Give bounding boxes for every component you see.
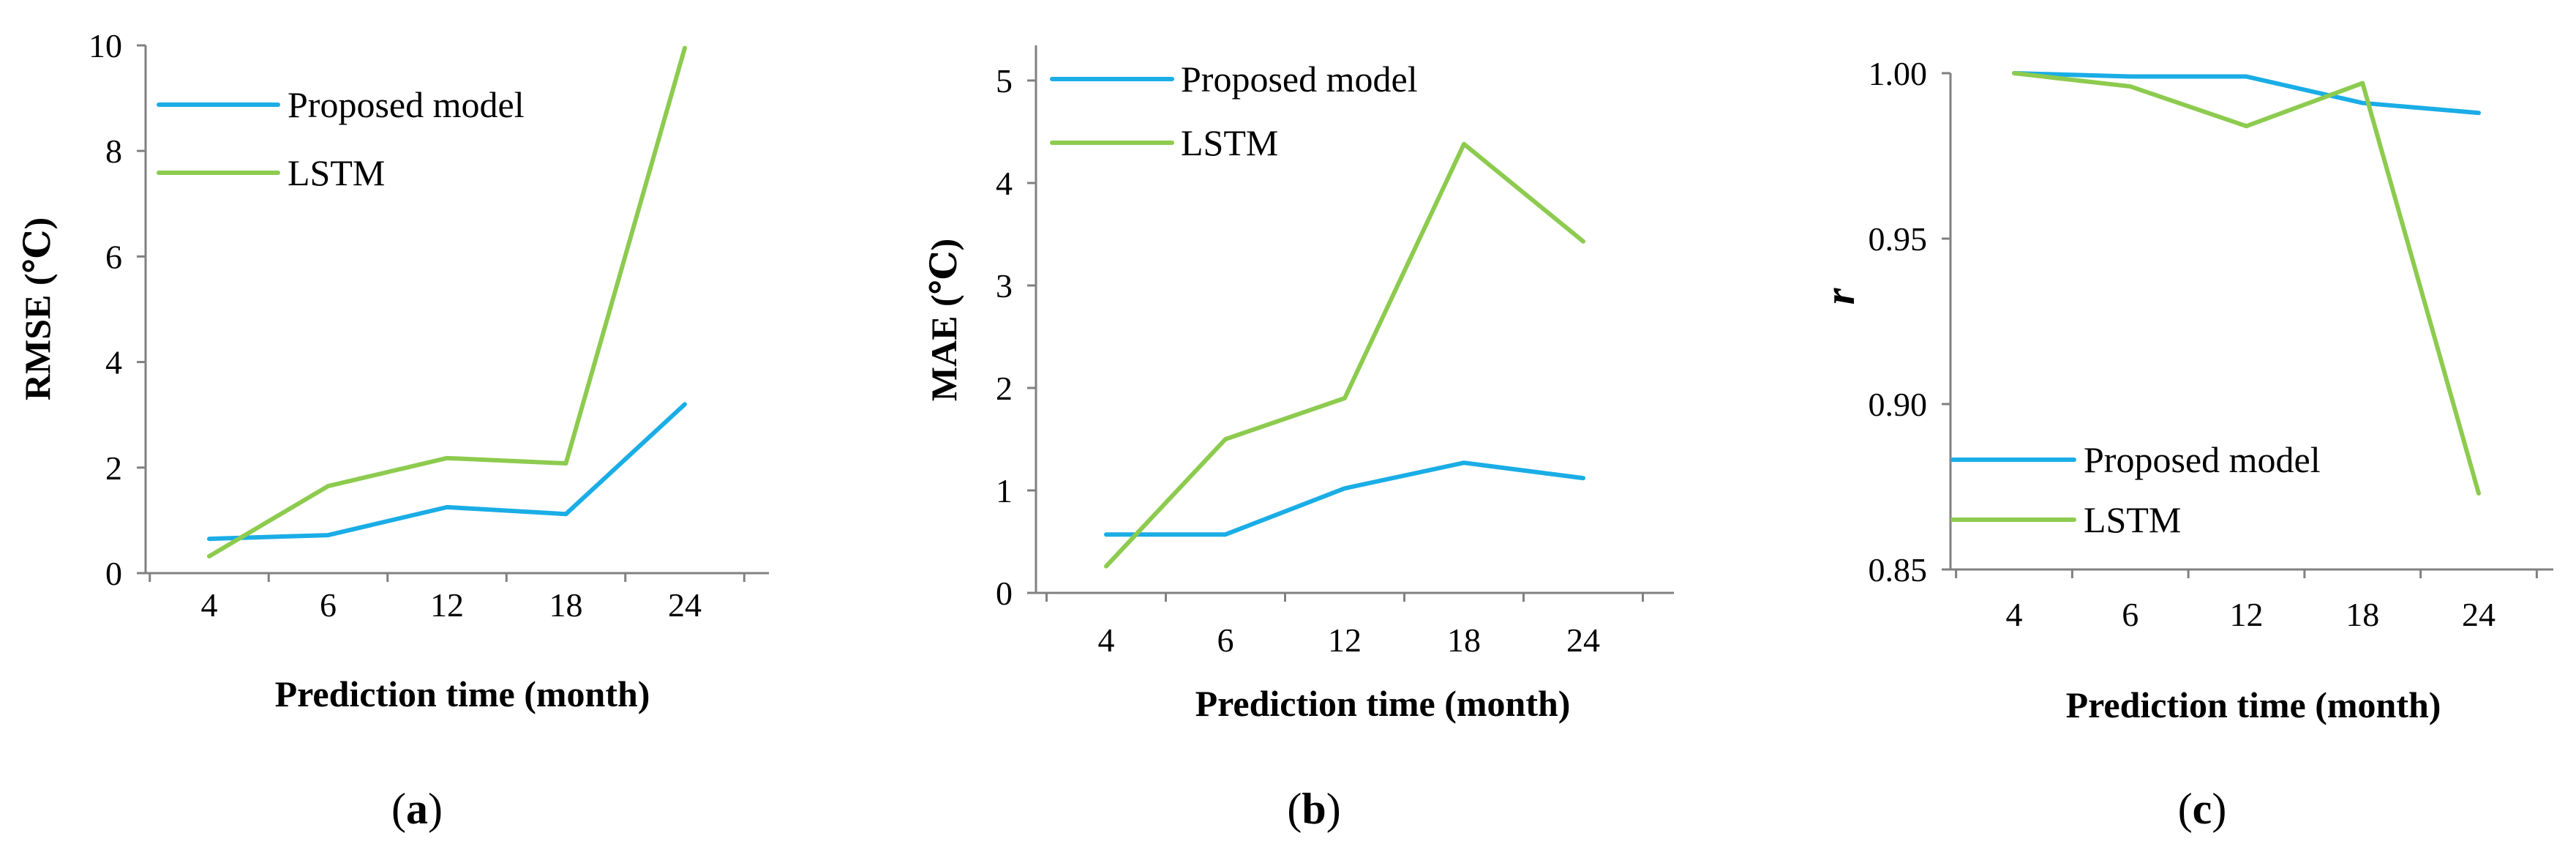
panel-c-xtick-label: 6 (2122, 596, 2138, 633)
panel-a-series (207, 45, 687, 558)
panel-a-series-proposed-line (207, 402, 687, 542)
panel-b-xtick-labels: 4 6 12 18 24 (1098, 621, 1601, 659)
panel-c-label: (c) (2178, 785, 2227, 833)
panel-b-ytick-labels: 0 1 2 3 4 5 (996, 62, 1013, 612)
panel-c-ytick-labels: 0.85 0.90 0.95 1.00 (1869, 55, 1928, 589)
panel-b-xtick-label: 18 (1447, 621, 1481, 659)
panel-b-y-axis-title: MAE (℃) (923, 239, 964, 401)
panel-c-ytick-marks (1942, 72, 1950, 571)
panel-c-xtick-label: 4 (2006, 596, 2023, 633)
panel-c-y-axis-title: r (1816, 288, 1863, 305)
panel-b-ytick-label: 2 (996, 370, 1013, 407)
panel-c-xtick-label: 18 (2346, 596, 2379, 633)
panel-a-series-lstm-line (207, 45, 687, 558)
panel-c-series-lstm-line (2012, 71, 2481, 496)
panel-a-label: (a) (391, 785, 443, 833)
panel-c-legend-label-lstm: LSTM (2084, 499, 2181, 540)
panel-c-x-axis-title: Prediction time (month) (2066, 684, 2441, 725)
panel-c-ytick-label: 0.85 (1869, 551, 1928, 589)
panel-a-xtick-marks (149, 573, 746, 582)
panel-c-ytick-label: 0.95 (1869, 220, 1928, 258)
panel-a-x-axis-title: Prediction time (month) (275, 673, 650, 714)
panel-a-ytick-label: 0 (105, 555, 122, 592)
panel-c: 0.85 0.90 0.95 1.00 4 6 12 18 24 Proposed model… (1816, 55, 2553, 833)
panel-b-label: (b) (1287, 785, 1340, 833)
panel-a-xtick-labels: 4 6 12 18 24 (201, 586, 702, 624)
panel-b-ytick-label: 5 (996, 62, 1013, 100)
panel-c-legend-label-proposed: Proposed model (2084, 439, 2321, 480)
panel-b-legend: Proposed model LSTM (1050, 59, 1418, 163)
panel-a-ytick-label: 2 (105, 449, 122, 487)
panel-b-series (1104, 141, 1585, 569)
panel-a-ytick-label: 4 (105, 344, 122, 381)
panel-a-ytick-marks (137, 44, 146, 575)
panel-a-ytick-label: 10 (89, 27, 122, 64)
panel-a-legend-label-proposed: Proposed model (288, 84, 525, 125)
panel-a-xtick-label: 12 (430, 586, 464, 624)
panel-b-xtick-marks (1045, 593, 1644, 602)
panel-a-ytick-labels: 0 2 4 6 8 10 (89, 27, 122, 592)
panel-a-legend-label-lstm: LSTM (288, 152, 385, 193)
panel-c-xtick-label: 24 (2462, 596, 2496, 633)
panel-a-xtick-label: 6 (320, 586, 337, 624)
panel-c-ytick-label: 1.00 (1869, 55, 1928, 92)
panel-b-xtick-label: 6 (1217, 621, 1234, 659)
panel-b-ytick-marks (1027, 79, 1036, 594)
panel-b-xtick-label: 12 (1328, 621, 1362, 659)
panel-b-series-proposed-line (1104, 460, 1585, 537)
panel-c-legend: Proposed model LSTM (1950, 439, 2321, 540)
panel-b-legend-label-proposed: Proposed model (1181, 59, 1418, 100)
panel-b-ytick-label: 0 (996, 575, 1013, 612)
panel-b-xtick-label: 4 (1098, 621, 1115, 659)
panel-a-xtick-label: 4 (201, 586, 218, 624)
panel-a-xtick-label: 18 (549, 586, 583, 624)
panel-b-x-axis-title: Prediction time (month) (1195, 683, 1571, 724)
panel-b-ytick-label: 1 (996, 472, 1013, 509)
panel-c-ytick-label: 0.90 (1869, 386, 1928, 423)
panel-a-xtick-label: 24 (668, 586, 702, 624)
panel-b-xtick-label: 24 (1566, 621, 1600, 659)
panel-a-ytick-label: 6 (105, 238, 122, 275)
panel-c-xtick-labels: 4 6 12 18 24 (2006, 596, 2496, 633)
panel-a-legend: Proposed model LSTM (157, 84, 525, 193)
panel-a-y-axis-title: RMSE (℃) (17, 217, 58, 400)
panel-c-xtick-marks (1955, 569, 2538, 578)
panel-b-series-lstm-line (1104, 141, 1585, 569)
panel-c-series-proposed-line (2012, 71, 2481, 116)
panel-a-ytick-label: 8 (105, 132, 122, 170)
panel-c-series (2012, 71, 2481, 496)
panel-c-xtick-label: 12 (2230, 596, 2264, 633)
panel-b-ytick-label: 3 (996, 267, 1013, 305)
panel-b-legend-label-lstm: LSTM (1181, 122, 1278, 163)
panel-b-ytick-label: 4 (996, 165, 1013, 202)
